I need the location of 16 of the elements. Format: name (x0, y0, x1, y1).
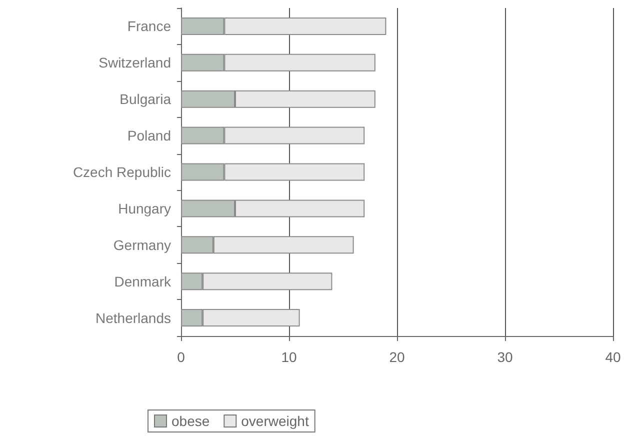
y-tick-label: Poland (127, 128, 171, 144)
y-tick-label: Germany (113, 236, 171, 253)
legend-label: overweight (241, 413, 309, 429)
legend-label: obese (172, 413, 210, 429)
y-tick-label: Bulgaria (120, 91, 172, 108)
y-tick-label: Czech Republic (72, 164, 171, 180)
y-tick-label: Netherlands (96, 310, 171, 326)
y-tick-label: France (127, 18, 172, 34)
x-tick-label: 30 (497, 349, 513, 365)
x-tick-label: 10 (281, 349, 297, 365)
x-tick-label: 0 (177, 349, 186, 365)
x-tick-label: 20 (389, 349, 405, 365)
y-tick-label: Denmark (114, 273, 172, 290)
x-tick-label: 40 (605, 349, 621, 365)
y-tick-label: Switzerland (98, 54, 171, 71)
y-tick-label: Hungary (118, 200, 171, 216)
